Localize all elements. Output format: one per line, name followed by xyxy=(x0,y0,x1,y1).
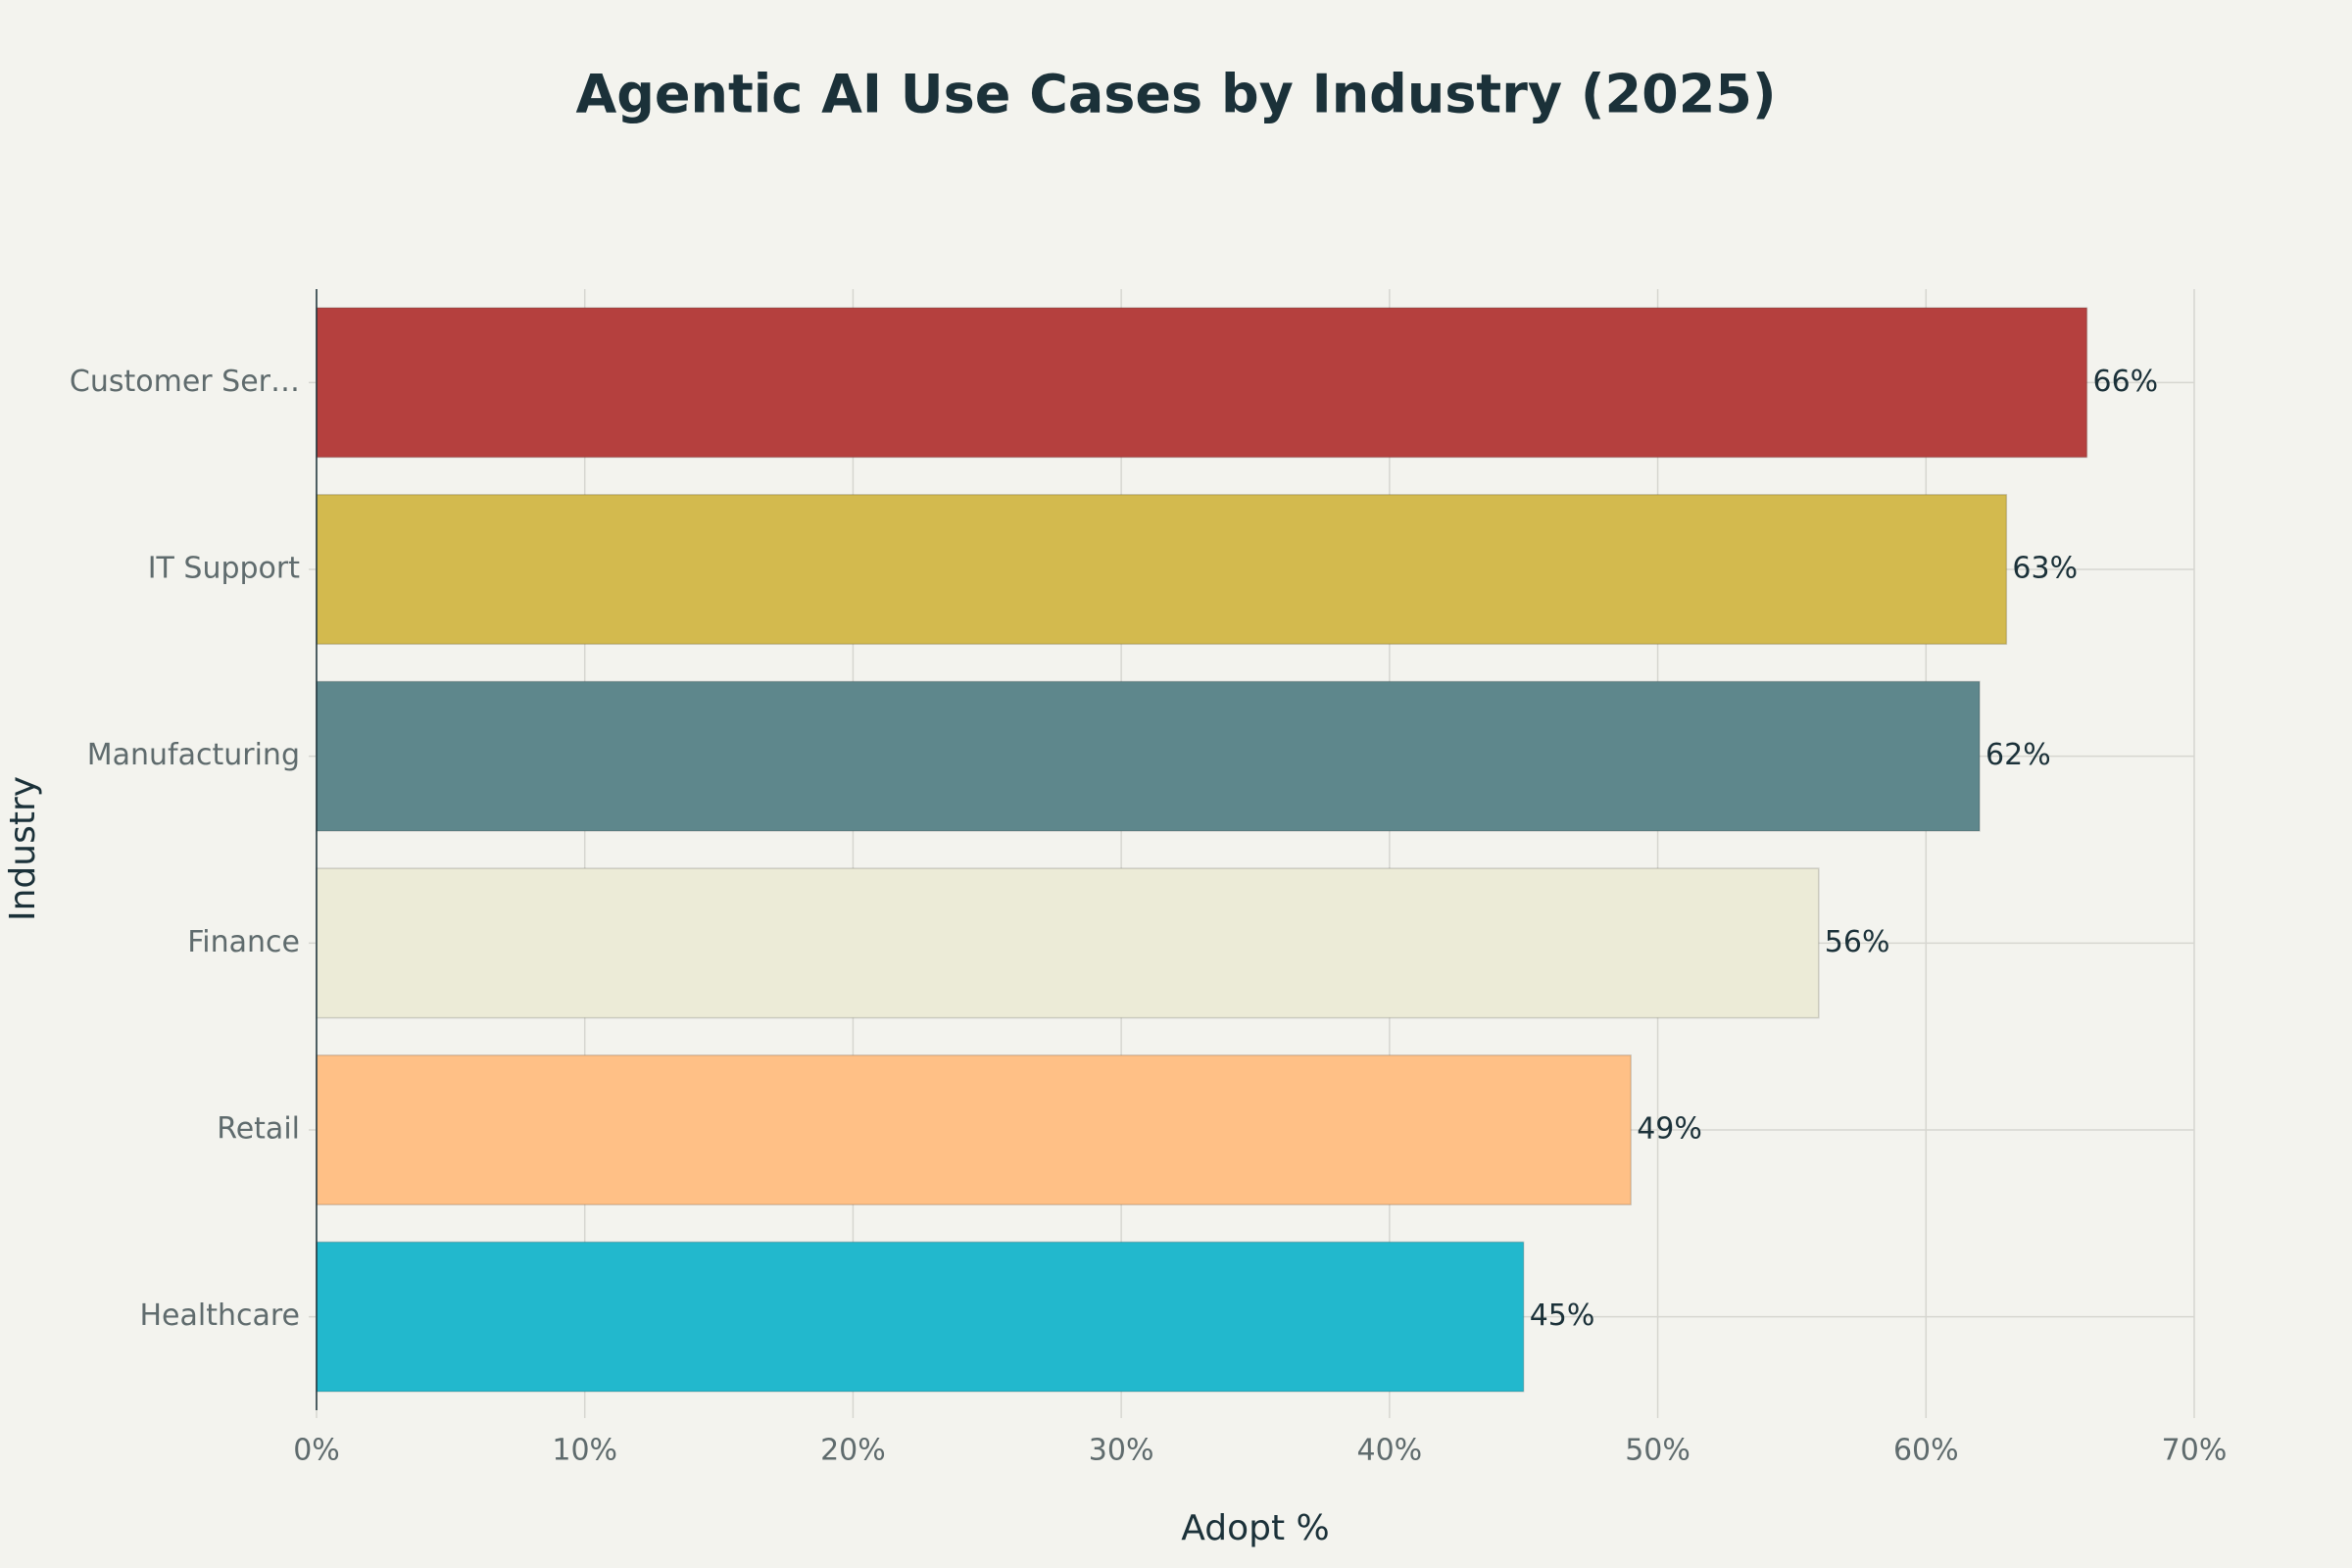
value-label: 63% xyxy=(2012,552,2078,586)
bar xyxy=(316,680,1981,832)
chart-title: Agentic AI Use Cases by Industry (2025) xyxy=(575,64,1776,125)
y-tick-label: Retail xyxy=(217,1112,300,1147)
x-tick-label: 70% xyxy=(2162,1434,2228,1468)
y-tick-label: Manufacturing xyxy=(87,738,300,772)
bar xyxy=(316,307,2088,459)
value-label: 56% xyxy=(1825,925,1890,959)
x-tick-label: 0% xyxy=(293,1434,340,1468)
bar xyxy=(316,1241,1525,1393)
x-tick-label: 40% xyxy=(1357,1434,1423,1468)
y-tick-label: IT Support xyxy=(148,552,301,586)
y-tick-label: Healthcare xyxy=(139,1298,300,1333)
bar xyxy=(316,493,2008,646)
bar xyxy=(316,867,1820,1019)
x-axis-title: Adopt % xyxy=(1181,1508,1330,1548)
value-label: 62% xyxy=(1985,738,2051,772)
value-label: 45% xyxy=(1530,1298,1595,1333)
y-tick-label: Finance xyxy=(187,925,300,959)
x-tick-label: 60% xyxy=(1893,1434,1959,1468)
x-tick-label: 10% xyxy=(552,1434,617,1468)
y-tick-label: Customer Ser… xyxy=(70,365,300,399)
x-tick-label: 50% xyxy=(1625,1434,1690,1468)
x-tick-label: 20% xyxy=(820,1434,886,1468)
bar xyxy=(316,1054,1632,1206)
value-label: 49% xyxy=(1637,1112,1702,1147)
x-tick-label: 30% xyxy=(1089,1434,1154,1468)
y-axis-title: Industry xyxy=(3,776,43,921)
value-label: 66% xyxy=(2093,365,2159,399)
